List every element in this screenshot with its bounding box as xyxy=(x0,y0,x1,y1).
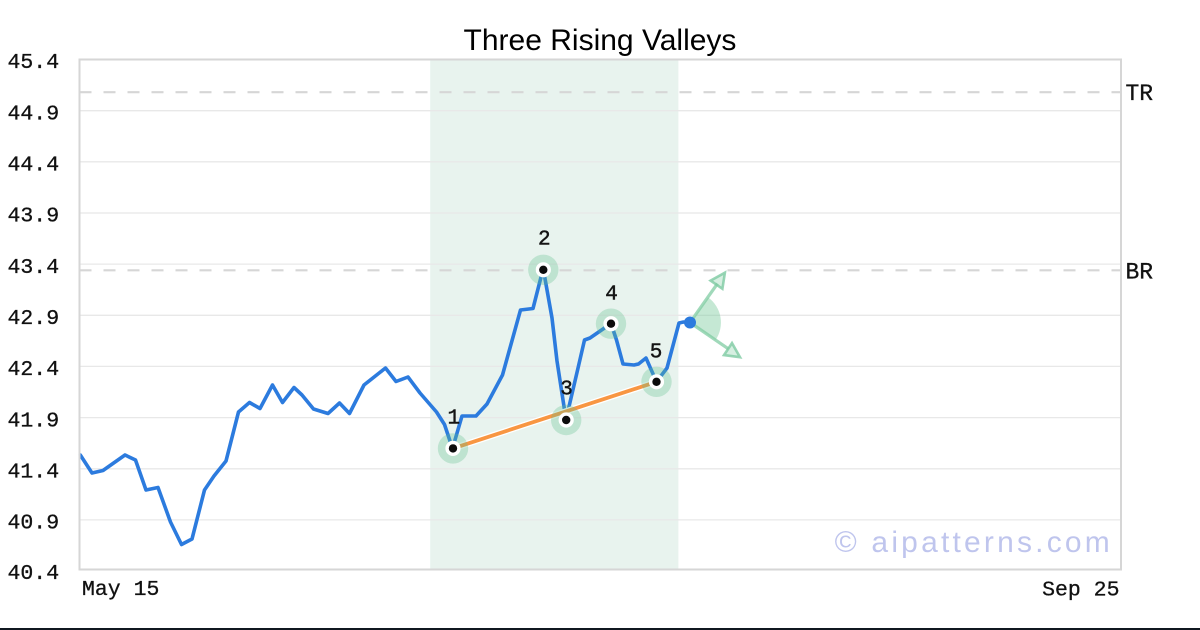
svg-text:41.4: 41.4 xyxy=(8,461,60,485)
svg-text:May 15: May 15 xyxy=(82,578,159,602)
svg-text:40.9: 40.9 xyxy=(8,512,60,536)
svg-text:4: 4 xyxy=(605,284,618,307)
svg-text:45.4: 45.4 xyxy=(8,51,60,75)
svg-text:5: 5 xyxy=(650,342,663,365)
svg-text:42.9: 42.9 xyxy=(8,307,60,331)
svg-text:40.4: 40.4 xyxy=(8,562,60,586)
svg-text:3: 3 xyxy=(560,379,573,402)
svg-text:Sep 25: Sep 25 xyxy=(1042,579,1119,603)
svg-text:2: 2 xyxy=(538,229,551,252)
svg-text:44.9: 44.9 xyxy=(8,102,60,126)
svg-text:Three Rising Valleys: Three Rising Valleys xyxy=(464,24,737,57)
svg-text:44.4: 44.4 xyxy=(8,154,60,178)
svg-text:1: 1 xyxy=(447,408,460,431)
svg-text:43.9: 43.9 xyxy=(8,205,60,229)
svg-text:© aipatterns.com: © aipatterns.com xyxy=(835,526,1113,559)
svg-text:41.9: 41.9 xyxy=(8,409,60,433)
svg-text:TR: TR xyxy=(1126,81,1154,107)
svg-text:42.4: 42.4 xyxy=(8,358,60,382)
svg-text:BR: BR xyxy=(1126,259,1154,285)
svg-text:43.4: 43.4 xyxy=(8,256,60,280)
